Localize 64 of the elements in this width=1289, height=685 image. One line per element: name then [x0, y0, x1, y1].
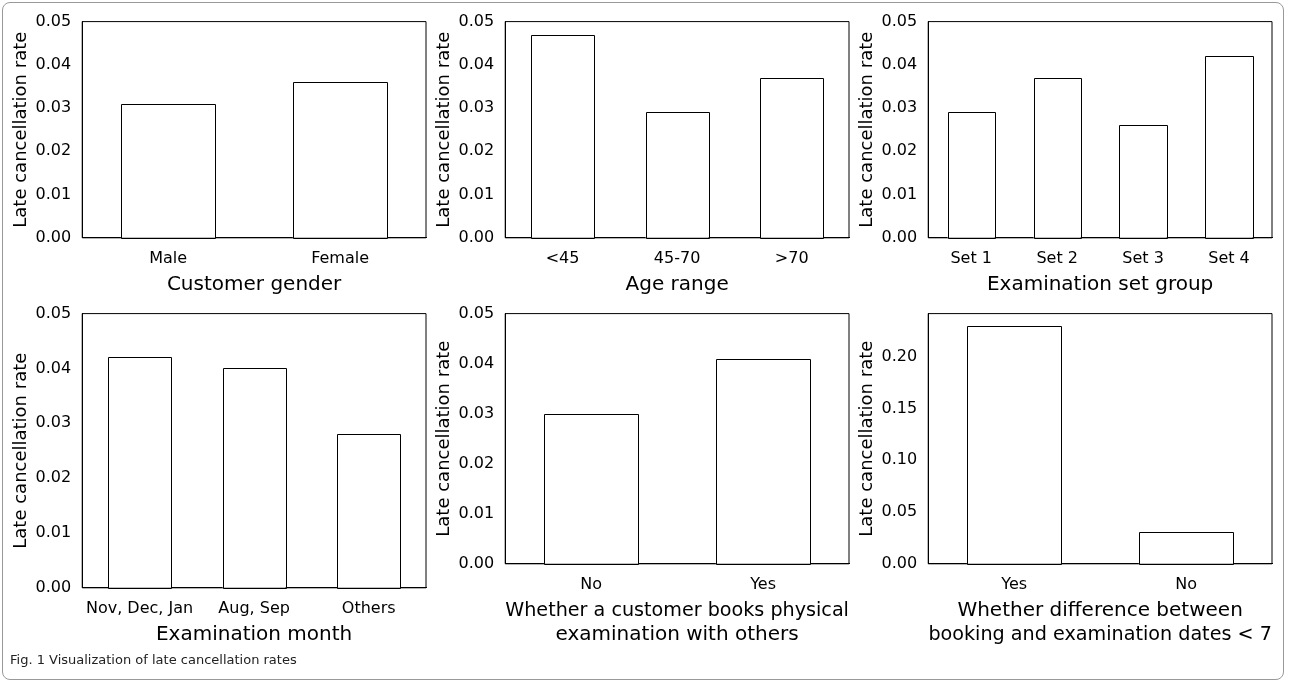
- y-tick-label: 0.05: [35, 302, 72, 322]
- x-tick-label: Set 2: [1036, 247, 1078, 267]
- y-tick-label: 0.03: [881, 97, 918, 117]
- x-axis-title: Whether difference between booking and examination dates < 7: [928, 597, 1272, 646]
- x-tick-label: Set 4: [1208, 247, 1250, 267]
- caption: Fig. 1 Visualization of late cancellation rates: [10, 652, 297, 667]
- y-tick-label: 0.01: [881, 183, 918, 203]
- y-tick-label: 0.04: [881, 54, 918, 73]
- y-tick-label: 0.15: [881, 397, 918, 417]
- x-tick-label: Yes: [1000, 573, 1028, 593]
- y-tick-label: 0.04: [458, 54, 495, 73]
- x-axis-title: Whether a customer books physical examination with others: [505, 597, 849, 646]
- y-axis-title: Late cancellation rate: [855, 31, 877, 228]
- y-tick-label: 0.05: [458, 10, 495, 30]
- x-axis-title: Age range: [625, 271, 729, 296]
- y-tick-label: 0.05: [881, 501, 918, 521]
- y-tick-label: 0.01: [458, 183, 495, 203]
- y-tick-label: 0.02: [458, 140, 495, 160]
- y-axis-title: Late cancellation rate: [432, 31, 454, 228]
- x-tick-label: Female: [311, 247, 369, 267]
- y-axis-title: Late cancellation rate: [9, 31, 31, 228]
- x-tick-label: Aug, Sep: [218, 597, 290, 617]
- x-tick-label: 45-70: [653, 247, 701, 267]
- y-tick-label: 0.02: [458, 452, 495, 472]
- x-tick-label: >70: [774, 247, 809, 267]
- y-tick-label: 0.03: [35, 412, 72, 432]
- x-tick-label: Set 1: [950, 247, 992, 267]
- y-tick-label: 0.01: [458, 502, 495, 522]
- y-tick-label: 0.03: [458, 97, 495, 117]
- y-tick-label: 0.03: [35, 97, 72, 117]
- y-tick-label: 0.00: [881, 226, 918, 246]
- y-tick-label: 0.10: [881, 449, 918, 469]
- y-tick-label: 0.00: [35, 226, 72, 246]
- y-tick-label: 0.03: [458, 402, 495, 422]
- y-tick-label: 0.05: [458, 302, 495, 322]
- y-tick-label: 0.05: [881, 10, 918, 30]
- y-axis-title: Late cancellation rate: [9, 352, 31, 549]
- y-axis-title: Late cancellation rate: [432, 340, 454, 537]
- y-tick-label: 0.00: [458, 226, 495, 246]
- y-tick-label: 0.01: [35, 183, 72, 203]
- x-tick-label: Nov, Dec, Jan: [85, 597, 194, 617]
- y-tick-label: 0.02: [881, 140, 918, 160]
- x-tick-label: Set 3: [1122, 247, 1164, 267]
- y-tick-label: 0.00: [458, 552, 495, 572]
- y-tick-label: 0.02: [35, 467, 72, 487]
- y-tick-label: 0.00: [881, 552, 918, 572]
- y-tick-label: 0.05: [35, 10, 72, 30]
- x-tick-label: No: [580, 573, 603, 593]
- y-tick-label: 0.04: [35, 357, 72, 377]
- y-tick-label: 0.04: [458, 352, 495, 372]
- x-tick-label: Yes: [749, 573, 776, 593]
- x-axis-title: Customer gender: [166, 271, 343, 296]
- x-tick-label: No: [1175, 573, 1197, 593]
- x-axis-title: Examination month: [155, 621, 353, 646]
- y-tick-label: 0.02: [35, 140, 72, 160]
- x-axis-title: Examination set group: [986, 271, 1214, 296]
- y-tick-label: 0.20: [881, 345, 918, 365]
- x-tick-label: Others: [341, 597, 396, 617]
- y-tick-label: 0.00: [35, 576, 72, 596]
- x-tick-label: <45: [545, 247, 580, 267]
- y-tick-label: 0.01: [35, 522, 72, 542]
- x-tick-label: Male: [149, 247, 188, 267]
- y-axis-title: Late cancellation rate: [855, 340, 877, 537]
- y-tick-label: 0.04: [35, 54, 72, 73]
